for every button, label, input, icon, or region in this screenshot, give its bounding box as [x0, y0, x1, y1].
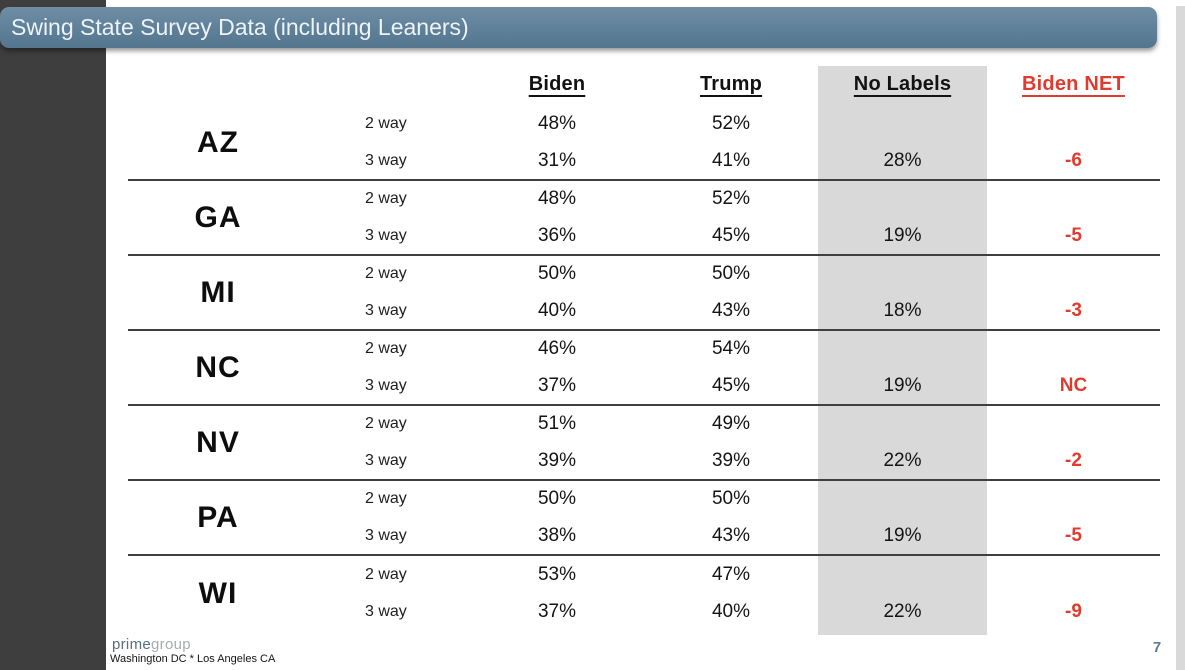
- three-way-label: 3 way: [365, 151, 407, 169]
- three-way-no-labels-value: 28%: [883, 149, 922, 171]
- three-way-no-labels-value: 19%: [883, 524, 922, 546]
- footer-locations: Washington DC * Los Angeles CA: [110, 653, 276, 665]
- no-labels-column-highlight: [818, 66, 987, 635]
- table-header-row: Biden Trump No Labels Biden NET: [128, 62, 1160, 106]
- two-way-label: 2 way: [365, 415, 407, 433]
- page-number: 7: [1152, 639, 1162, 656]
- three-way-no-labels-value: 22%: [883, 449, 922, 471]
- column-header-trump: Trump: [699, 72, 763, 95]
- biden-net-value: -6: [1065, 149, 1082, 171]
- two-way-trump-value: 47%: [711, 563, 751, 585]
- column-header-no-labels: No Labels: [853, 72, 952, 95]
- two-way-label: 2 way: [365, 190, 407, 208]
- two-way-trump-value: 54%: [711, 338, 751, 360]
- three-way-trump-value: 45%: [711, 224, 751, 246]
- state-row: NV 2 way 51% 49% 3 way 39% 39% 22% -2: [128, 406, 1160, 481]
- two-way-biden-value: 51%: [537, 413, 577, 435]
- three-way-no-labels-value: 19%: [883, 224, 922, 246]
- table-body: AZ 2 way 48% 52% 3 way 31% 41% 28% -6 GA…: [128, 106, 1160, 631]
- logo-prime-text: prime: [112, 636, 152, 653]
- two-way-trump-value: 52%: [711, 188, 751, 210]
- biden-net-value: NC: [1059, 374, 1088, 396]
- three-way-biden-value: 31%: [537, 149, 577, 171]
- three-way-no-labels-value: 19%: [883, 374, 922, 396]
- two-way-biden-value: 48%: [537, 113, 577, 135]
- two-way-label: 2 way: [365, 340, 407, 358]
- slide-title: Swing State Survey Data (including Leane…: [11, 14, 469, 40]
- three-way-biden-value: 38%: [537, 524, 577, 546]
- logo-group-text: group: [151, 636, 191, 653]
- two-way-biden-value: 48%: [537, 188, 577, 210]
- two-way-biden-value: 50%: [537, 488, 577, 510]
- state-row: WI 2 way 53% 47% 3 way 37% 40% 22% -9: [128, 556, 1160, 631]
- three-way-trump-value: 40%: [711, 601, 751, 623]
- three-way-label: 3 way: [365, 226, 407, 244]
- three-way-biden-value: 36%: [537, 224, 577, 246]
- two-way-trump-value: 50%: [711, 263, 751, 285]
- state-row: MI 2 way 50% 50% 3 way 40% 43% 18% -3: [128, 256, 1160, 331]
- deck-left-panel: [0, 0, 106, 670]
- slide-title-bar: Swing State Survey Data (including Leane…: [0, 7, 1157, 48]
- biden-net-value: -5: [1065, 224, 1082, 246]
- biden-net-value: -9: [1065, 601, 1082, 623]
- three-way-biden-value: 37%: [537, 374, 577, 396]
- three-way-no-labels-value: 18%: [883, 299, 922, 321]
- three-way-trump-value: 41%: [711, 149, 751, 171]
- state-row: GA 2 way 48% 52% 3 way 36% 45% 19% -5: [128, 181, 1160, 256]
- three-way-label: 3 way: [365, 376, 407, 394]
- state-label: GA: [194, 200, 242, 234]
- three-way-label: 3 way: [365, 451, 407, 469]
- three-way-biden-value: 37%: [537, 601, 577, 623]
- three-way-biden-value: 39%: [537, 449, 577, 471]
- primegroup-logo: primegroup: [112, 636, 191, 653]
- right-edge-strip: [1176, 6, 1185, 670]
- state-label: NV: [196, 425, 240, 459]
- state-label: PA: [197, 500, 239, 534]
- biden-net-value: -5: [1065, 524, 1082, 546]
- three-way-trump-value: 43%: [711, 299, 751, 321]
- state-row: NC 2 way 46% 54% 3 way 37% 45% 19% NC: [128, 331, 1160, 406]
- biden-net-value: -3: [1065, 299, 1082, 321]
- three-way-label: 3 way: [365, 526, 407, 544]
- two-way-biden-value: 46%: [537, 338, 577, 360]
- state-row: AZ 2 way 48% 52% 3 way 31% 41% 28% -6: [128, 106, 1160, 181]
- two-way-label: 2 way: [365, 115, 407, 133]
- state-label: MI: [200, 275, 236, 309]
- two-way-label: 2 way: [365, 565, 407, 583]
- two-way-label: 2 way: [365, 490, 407, 508]
- biden-net-value: -2: [1065, 449, 1082, 471]
- two-way-trump-value: 49%: [711, 413, 751, 435]
- column-header-biden-net: Biden NET: [1022, 72, 1125, 95]
- three-way-trump-value: 39%: [711, 449, 751, 471]
- two-way-trump-value: 50%: [711, 488, 751, 510]
- three-way-label: 3 way: [365, 603, 407, 621]
- three-way-trump-value: 43%: [711, 524, 751, 546]
- three-way-no-labels-value: 22%: [883, 601, 922, 623]
- three-way-label: 3 way: [365, 301, 407, 319]
- column-header-biden: Biden: [528, 72, 586, 95]
- three-way-trump-value: 45%: [711, 374, 751, 396]
- survey-table: Biden Trump No Labels Biden NET AZ 2 way…: [128, 62, 1160, 635]
- state-label: NC: [195, 350, 241, 384]
- two-way-biden-value: 50%: [537, 263, 577, 285]
- two-way-biden-value: 53%: [537, 563, 577, 585]
- state-label: WI: [198, 576, 238, 610]
- state-label: AZ: [197, 125, 239, 159]
- state-row: PA 2 way 50% 50% 3 way 38% 43% 19% -5: [128, 481, 1160, 556]
- three-way-biden-value: 40%: [537, 299, 577, 321]
- two-way-trump-value: 52%: [711, 113, 751, 135]
- two-way-label: 2 way: [365, 265, 407, 283]
